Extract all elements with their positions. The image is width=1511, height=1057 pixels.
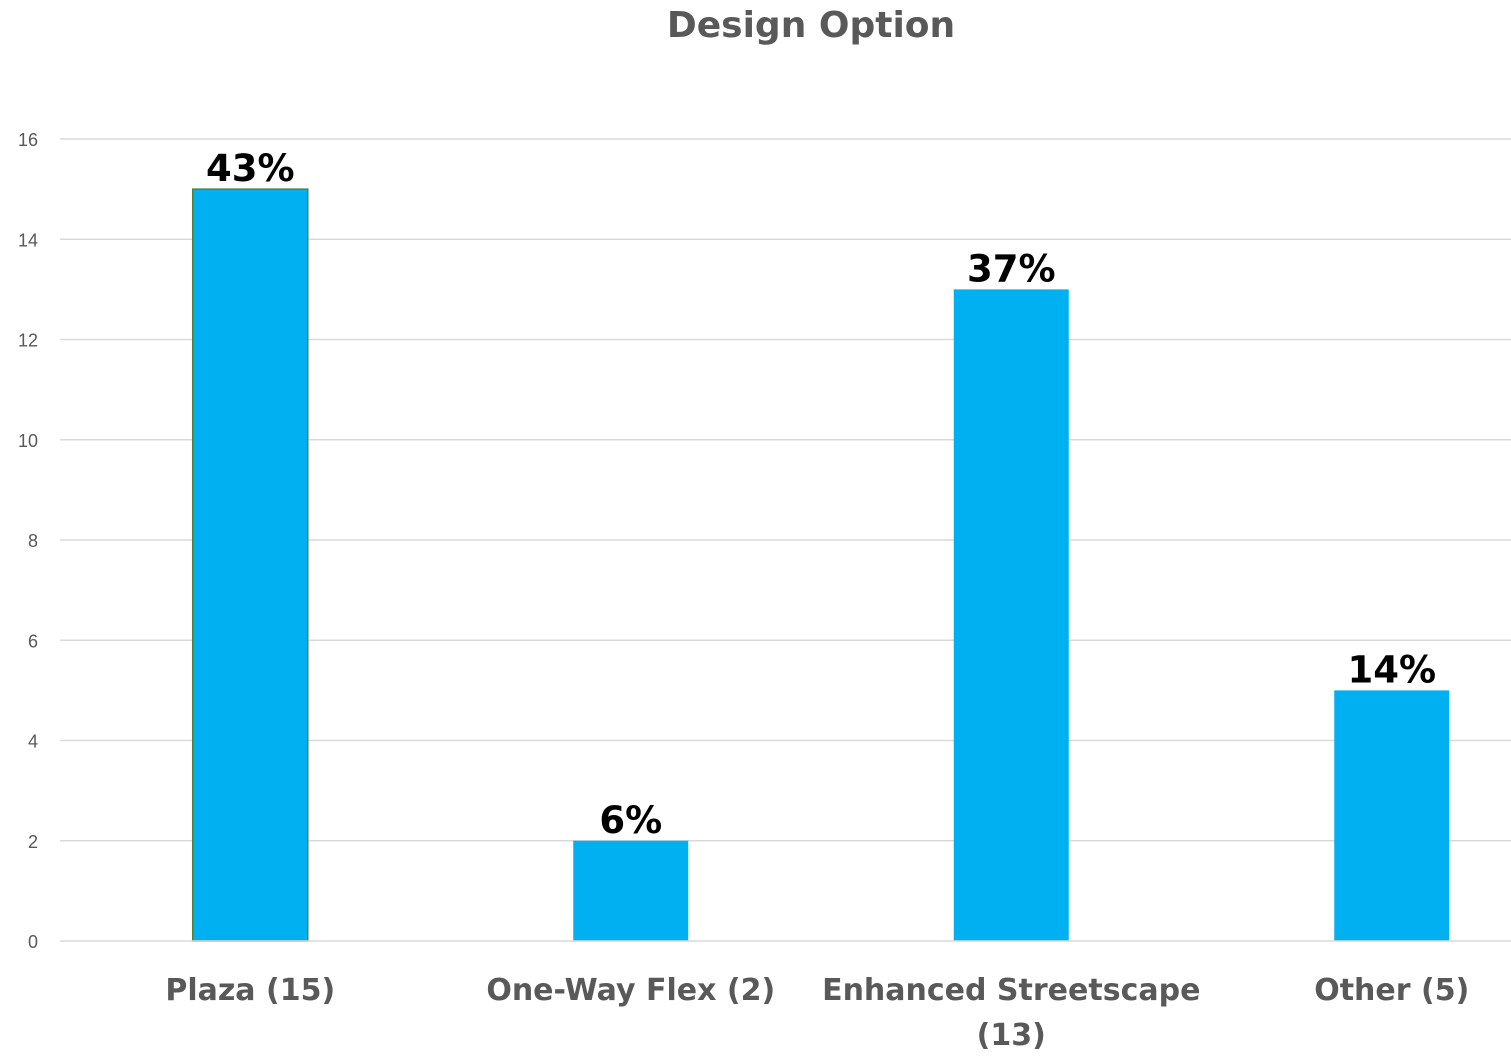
chart-title: Design Option [666,5,956,46]
data-label: 37% [967,247,1056,290]
y-tick-label: 14 [18,230,38,250]
x-axis-ticks: Plaza (15) One-Way Flex (2) Enhanced Stree… [165,973,1469,1053]
bar [953,289,1069,941]
x-tick-label: Other (5) [1314,973,1469,1008]
bar [192,188,309,942]
y-tick-label: 4 [28,732,38,752]
x-tick-label: Enhanced Streetscape (13) [822,973,1200,1053]
x-tick-label: Plaza (15) [165,973,335,1008]
data-label: 14% [1347,648,1436,691]
y-tick-label: 16 [18,130,38,150]
y-tick-label: 12 [18,331,38,351]
y-tick-label: 8 [28,531,38,551]
y-tick-label: 6 [28,631,38,651]
y-tick-label: 0 [28,932,38,952]
data-labels: 43% 6% 37% 14% [206,147,1436,842]
data-label: 43% [206,147,295,190]
bar [1334,690,1450,941]
bars [192,188,1450,942]
y-axis-ticks: 0 2 4 6 8 10 12 14 16 [18,130,38,952]
bar [573,840,689,941]
y-tick-label: 10 [18,431,38,451]
y-tick-label: 2 [28,832,38,852]
data-label: 6% [599,799,662,842]
x-tick-label: One-Way Flex (2) [486,973,775,1008]
